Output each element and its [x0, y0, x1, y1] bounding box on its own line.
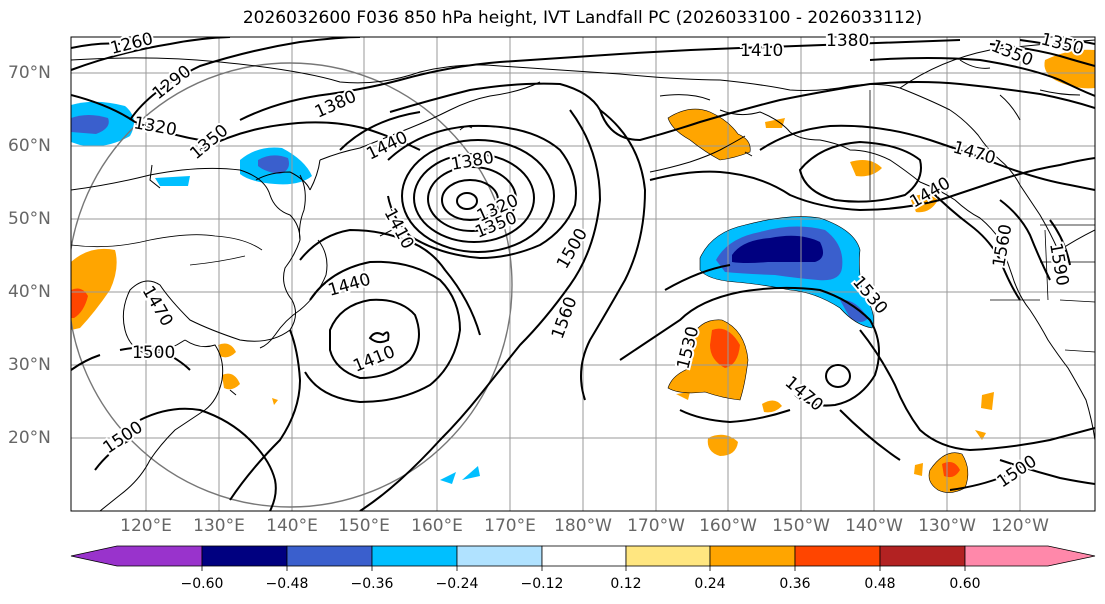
longitude-label: 140°E — [266, 516, 318, 536]
longitude-label: 150°W — [772, 516, 830, 536]
longitude-label: 160°W — [699, 516, 757, 536]
longitude-label: 120°W — [991, 516, 1049, 536]
landfall-radius-circle — [71, 62, 513, 508]
colorbar-swatch — [794, 545, 881, 567]
contour-label: 1380 — [826, 31, 869, 51]
colorbar-swatch — [964, 545, 1096, 567]
colorbar-tick-label: −0.12 — [520, 576, 564, 592]
longitude-label: 160°E — [411, 516, 463, 536]
longitude-label: 140°W — [845, 516, 903, 536]
colorbar-tick-label: −0.60 — [180, 576, 224, 592]
colorbar-tick-label: −0.24 — [435, 576, 479, 592]
height-contours — [71, 37, 1095, 511]
colorbar-swatch — [456, 545, 543, 567]
latitude-label: 70°N — [8, 63, 51, 83]
colorbar-tick-label: 0.12 — [610, 576, 642, 592]
colorbar-tick-label: 0.60 — [949, 576, 981, 592]
colorbar-tick-label: 0.24 — [694, 576, 726, 592]
colorbar-tick-label: 0.36 — [779, 576, 811, 592]
country-borders — [71, 90, 1095, 353]
longitude-label: 170°W — [627, 516, 685, 536]
latitude-label: 50°N — [8, 209, 51, 229]
contour-label: 1500 — [132, 343, 175, 363]
colorbar-swatch — [371, 545, 458, 567]
latitude-label: 60°N — [8, 136, 51, 156]
longitude-label: 170°E — [484, 516, 536, 536]
longitude-label: 180°W — [554, 516, 612, 536]
colorbar-swatch — [70, 545, 203, 567]
colorbar-swatch — [709, 545, 796, 567]
colorbar-swatch — [879, 545, 966, 567]
latitude-label: 40°N — [8, 282, 51, 302]
colorbar — [70, 545, 1096, 571]
colorbar-swatch — [201, 545, 288, 567]
longitude-label: 150°E — [338, 516, 390, 536]
colorbar-swatch — [541, 545, 627, 567]
colorbar-tick-label: −0.36 — [350, 576, 394, 592]
map-frame — [70, 36, 1096, 512]
latitude-label: 20°N — [8, 428, 51, 448]
colorbar-swatch — [286, 545, 373, 567]
longitude-label: 130°E — [193, 516, 245, 536]
ivt-negative-shading — [71, 101, 874, 484]
longitude-label: 130°W — [918, 516, 976, 536]
colorbar-tick-label: 0.48 — [864, 576, 896, 592]
map-title: 2026032600 F036 850 hPa height, IVT Land… — [242, 8, 923, 28]
contour-label: 1410 — [740, 41, 783, 61]
colorbar-swatch — [625, 545, 711, 567]
colorbar-tick-label: −0.48 — [265, 576, 309, 592]
coastlines — [71, 39, 1095, 511]
longitude-label: 120°E — [120, 516, 172, 536]
latitude-label: 30°N — [8, 355, 51, 375]
